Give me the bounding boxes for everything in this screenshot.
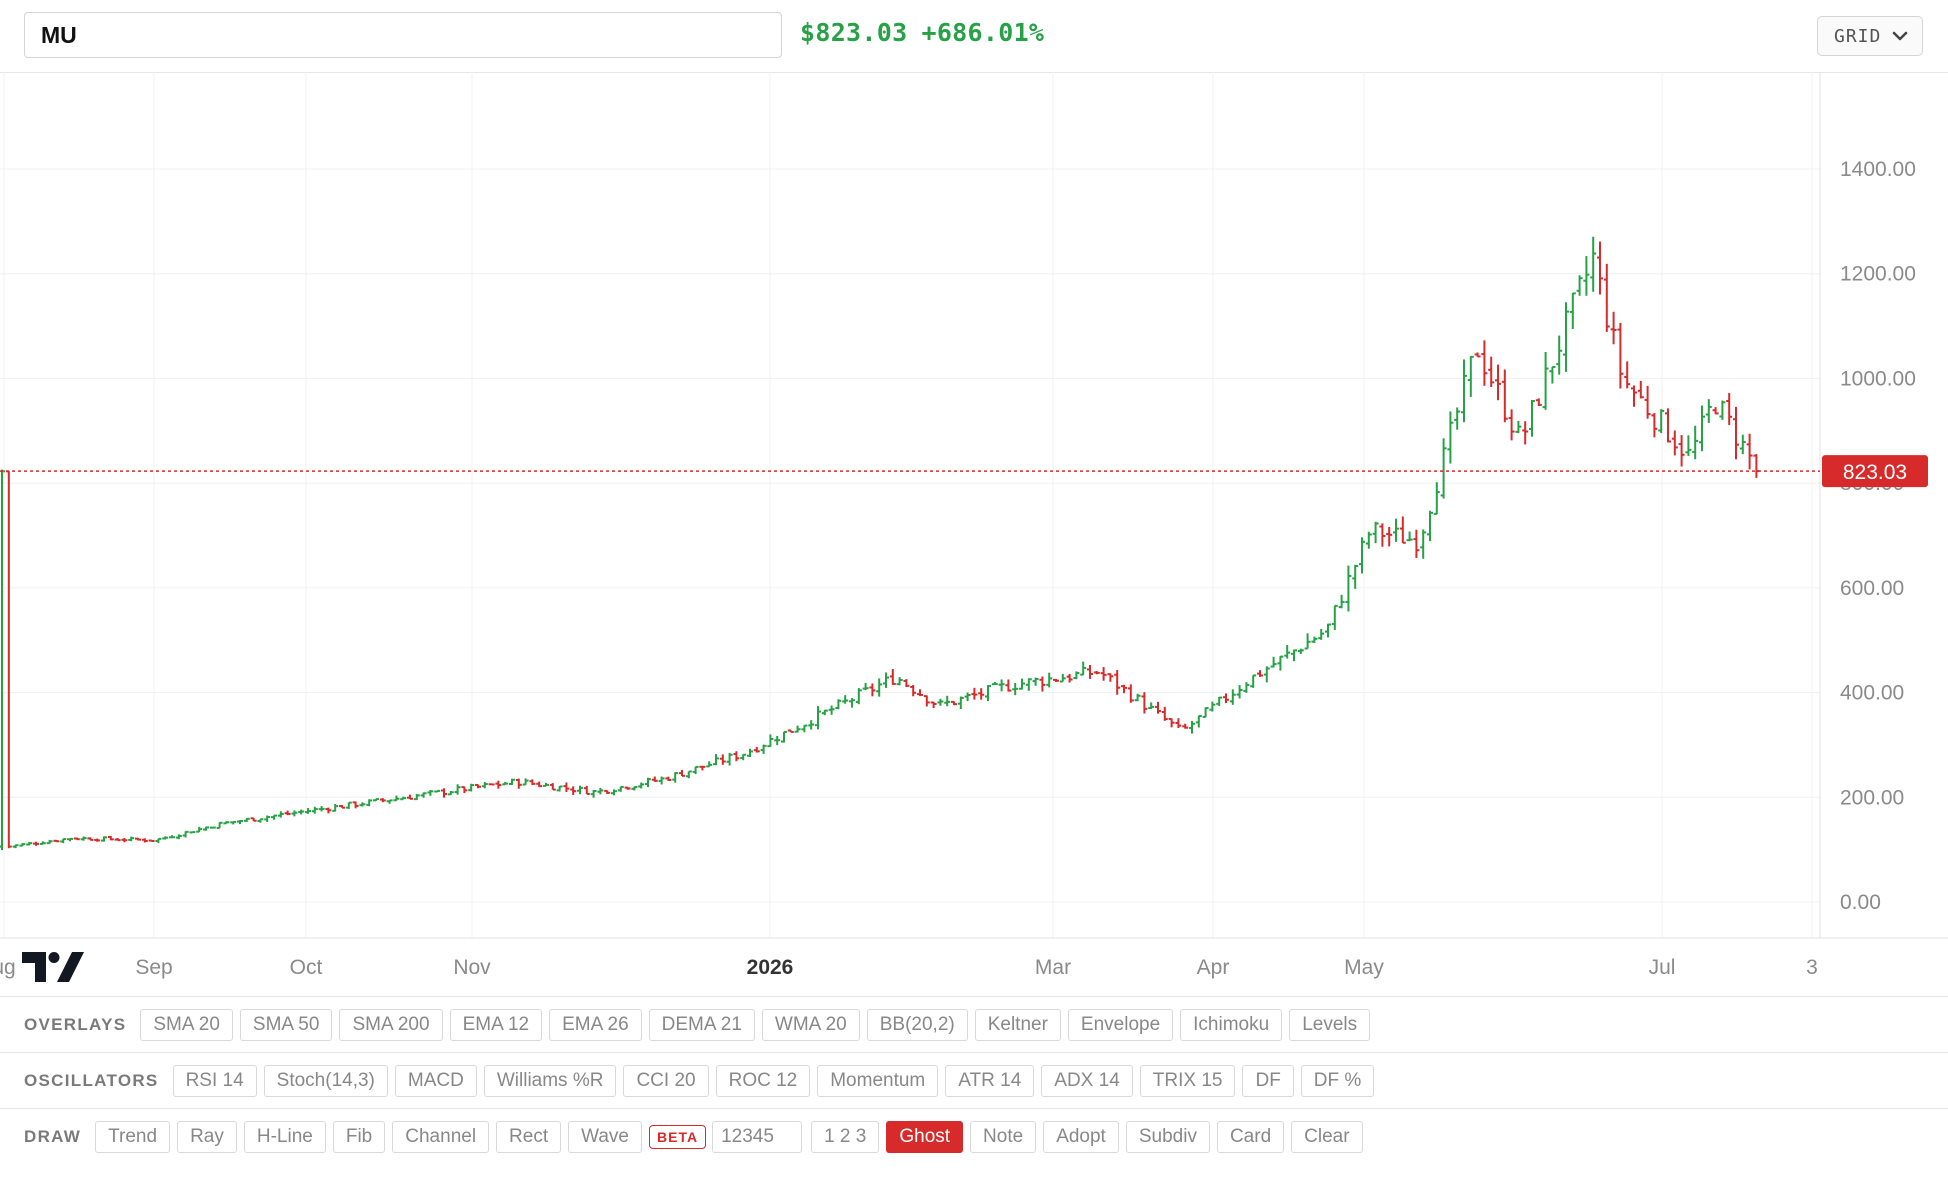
draw-toolbar: DRAW Trend Ray H-Line Fib Channel Rect Wave BET… xyxy=(0,1108,1948,1164)
rect-button[interactable]: Rect xyxy=(496,1120,562,1153)
time-tick-label: 2026 xyxy=(747,956,794,979)
card-button[interactable]: Card xyxy=(1216,1120,1285,1153)
keltner-button[interactable]: Keltner xyxy=(974,1008,1061,1041)
wma-20-button[interactable]: WMA 20 xyxy=(761,1008,860,1041)
roc-12-button[interactable]: ROC 12 xyxy=(715,1064,811,1097)
layout-select[interactable]: GRID xyxy=(1817,16,1923,56)
oscillators-toolbar: OSCILLATORS RSI 14 Stoch(14,3) MACD William… xyxy=(0,1052,1948,1108)
df-button[interactable]: DF % xyxy=(1300,1064,1375,1097)
overlays-label: OVERLAYS xyxy=(24,1014,127,1034)
h-line-button[interactable]: H-Line xyxy=(243,1120,326,1153)
tradingview-logo xyxy=(22,952,84,982)
oscillators-label: OSCILLATORS xyxy=(24,1070,159,1090)
ichimoku-button[interactable]: Ichimoku xyxy=(1180,1008,1283,1041)
layout-select-value: GRID xyxy=(1834,25,1882,47)
cci-20-button[interactable]: CCI 20 xyxy=(623,1064,709,1097)
price-tick-label: 200.00 xyxy=(1840,786,1904,809)
price-tick-label: 600.00 xyxy=(1840,577,1904,600)
draw-label: DRAW xyxy=(24,1126,82,1146)
momentum-button[interactable]: Momentum xyxy=(817,1064,939,1097)
last-price: $823.03 xyxy=(800,18,908,47)
sma-50-button[interactable]: SMA 50 xyxy=(239,1008,333,1041)
fib-button[interactable]: Fib xyxy=(332,1120,386,1153)
price-tick-label: 1200.00 xyxy=(1840,263,1916,286)
time-tick-label: ug xyxy=(0,956,16,979)
trix-15-button[interactable]: TRIX 15 xyxy=(1139,1064,1236,1097)
price-chart[interactable]: 0.00200.00400.00600.00800.001000.001200.… xyxy=(0,72,1948,996)
price-tick-label: 1400.00 xyxy=(1840,158,1916,181)
percent-change: +686.01% xyxy=(921,18,1045,47)
time-tick-label: Mar xyxy=(1035,956,1071,979)
ghost-button[interactable]: Ghost xyxy=(886,1120,964,1153)
last-price-marker xyxy=(1822,455,1928,488)
williams-r-button[interactable]: Williams %R xyxy=(483,1064,617,1097)
adx-14-button[interactable]: ADX 14 xyxy=(1041,1064,1133,1097)
note-button[interactable]: Note xyxy=(970,1120,1037,1153)
ray-button[interactable]: Ray xyxy=(177,1120,237,1153)
last-price-marker-label: 823.03 xyxy=(1843,461,1907,484)
wave-button[interactable]: Wave xyxy=(568,1120,642,1153)
time-tick-label: Apr xyxy=(1197,956,1230,979)
price-quote: $823.03 +686.01% xyxy=(800,18,1058,47)
time-tick-label: Nov xyxy=(453,956,491,979)
stoch-14-3-button[interactable]: Stoch(14,3) xyxy=(263,1064,388,1097)
atr-14-button[interactable]: ATR 14 xyxy=(945,1064,1035,1097)
df-button[interactable]: DF xyxy=(1242,1064,1294,1097)
top-bar: $823.03 +686.01% GRID xyxy=(0,0,1948,73)
envelope-button[interactable]: Envelope xyxy=(1067,1008,1174,1041)
price-tick-label: 0.00 xyxy=(1840,891,1881,914)
ema-26-button[interactable]: EMA 26 xyxy=(549,1008,642,1041)
price-tick-label: 400.00 xyxy=(1840,682,1904,705)
ticker-input[interactable] xyxy=(24,12,782,58)
price-tick-label: 1000.00 xyxy=(1840,367,1916,390)
time-tick-label: Oct xyxy=(290,956,323,979)
macd-button[interactable]: MACD xyxy=(394,1064,477,1097)
overlays-toolbar: OVERLAYS SMA 20 SMA 50 SMA 200 EMA 12 EMA 26… xyxy=(0,996,1948,1052)
trend-button[interactable]: Trend xyxy=(95,1120,171,1153)
sma-200-button[interactable]: SMA 200 xyxy=(339,1008,443,1041)
ema-12-button[interactable]: EMA 12 xyxy=(449,1008,543,1041)
adopt-button[interactable]: Adopt xyxy=(1043,1120,1119,1153)
rsi-14-button[interactable]: RSI 14 xyxy=(172,1064,257,1097)
beta-badge: BETA xyxy=(649,1124,707,1149)
clear-button[interactable]: Clear xyxy=(1291,1120,1363,1153)
sma-20-button[interactable]: SMA 20 xyxy=(140,1008,233,1041)
time-tick-label: Jul xyxy=(1649,956,1676,979)
wave-labels-input[interactable] xyxy=(712,1120,803,1153)
1-2-3-button[interactable]: 1 2 3 xyxy=(811,1120,880,1153)
chart-canvas[interactable]: 0.00200.00400.00600.00800.001000.001200.… xyxy=(0,72,1948,996)
channel-button[interactable]: Channel xyxy=(392,1120,490,1153)
time-tick-label: May xyxy=(1344,956,1384,979)
subdiv-button[interactable]: Subdiv xyxy=(1125,1120,1210,1153)
time-tick-label: Sep xyxy=(135,956,172,979)
levels-button[interactable]: Levels xyxy=(1289,1008,1371,1041)
time-tick-label: 3 xyxy=(1806,956,1818,979)
chevron-down-icon xyxy=(1892,31,1908,41)
dema-21-button[interactable]: DEMA 21 xyxy=(648,1008,755,1041)
bb-20-2-button[interactable]: BB(20,2) xyxy=(866,1008,968,1041)
